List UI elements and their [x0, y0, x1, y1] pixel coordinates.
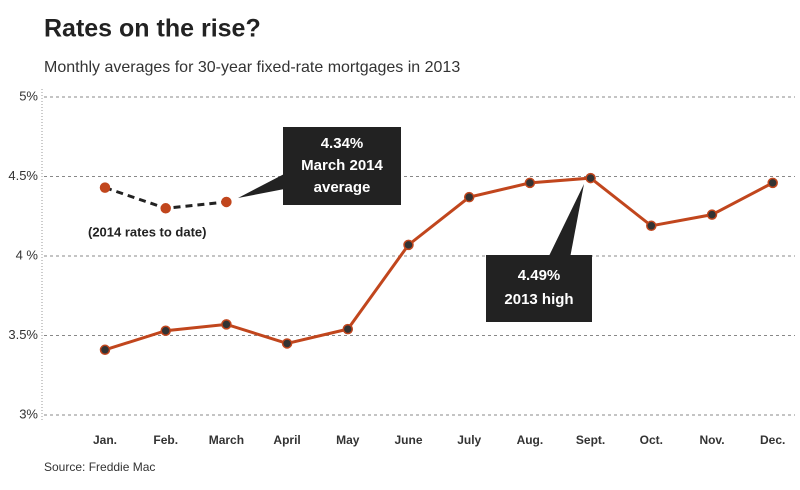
x-tick-label: Nov.	[699, 433, 724, 447]
data-point	[767, 177, 778, 189]
data-point	[160, 203, 171, 214]
data-point	[463, 191, 475, 203]
data-point	[585, 172, 596, 184]
callout-box	[486, 255, 592, 322]
data-point	[221, 319, 232, 330]
y-tick-label: 3.5%	[8, 327, 38, 342]
x-tick-label: Sept.	[576, 433, 605, 447]
data-point	[221, 196, 232, 208]
data-point	[342, 323, 354, 335]
callout-text: 2013 high	[504, 291, 573, 308]
y-tick-label: 4.5%	[8, 168, 38, 183]
x-tick-label: May	[336, 433, 360, 447]
y-tick-label: 5%	[19, 88, 38, 103]
x-tick-label: Aug.	[517, 433, 544, 447]
callout-pointer	[548, 184, 584, 258]
x-tick-label: Jan.	[93, 433, 117, 447]
chart-subtitle: Monthly averages for 30-year fixed-rate …	[44, 59, 460, 76]
data-point	[646, 220, 657, 232]
x-tick-label: July	[457, 433, 481, 447]
callout-text: 4.49%	[518, 267, 561, 284]
data-point	[99, 344, 111, 356]
y-tick-label: 3%	[19, 406, 38, 421]
x-tick-label: April	[273, 433, 300, 447]
callout-text: 4.34%	[321, 135, 364, 152]
data-point	[524, 177, 536, 189]
data-point	[281, 338, 293, 349]
source: Source: Freddie Mac	[44, 460, 155, 474]
line-series	[104, 176, 774, 352]
x-tick-label: Feb.	[153, 433, 178, 447]
data-point	[403, 239, 414, 251]
callout-box	[283, 127, 401, 205]
data-point	[160, 325, 171, 336]
x-tick-label: June	[394, 433, 422, 447]
chart-title: Rates on the rise?	[44, 15, 261, 43]
callout-text: March 2014	[301, 157, 383, 174]
annotation: (2014 rates to date)	[88, 224, 207, 239]
data-point	[99, 182, 111, 193]
x-tick-label: Dec.	[760, 433, 785, 447]
x-tick-label: Oct.	[640, 433, 663, 447]
data-point	[706, 209, 718, 220]
y-tick-label: 4 %	[16, 247, 39, 262]
x-tick-label: March	[209, 433, 244, 447]
callout-text: average	[314, 179, 371, 196]
